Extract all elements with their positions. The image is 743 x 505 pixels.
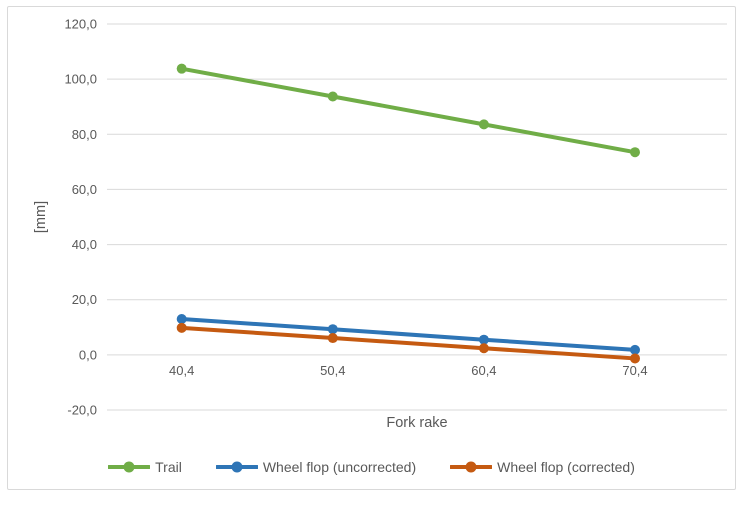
legend-label: Wheel flop (corrected) <box>497 459 635 475</box>
data-point-trail[interactable] <box>327 91 338 102</box>
legend-marker-wheel-flop-uncorrected <box>215 461 258 473</box>
legend-item-wheel-flop-uncorrected[interactable]: Wheel flop (uncorrected) <box>215 459 417 475</box>
y-tick-label: 0,0 <box>79 347 97 362</box>
data-point-trail[interactable] <box>176 63 187 74</box>
series-line-trail[interactable] <box>179 66 637 155</box>
data-point-wheel-flop-uncorrected[interactable] <box>478 334 489 345</box>
data-point-wheel-flop-corrected[interactable] <box>176 322 187 333</box>
chart-legend: Trail Wheel flop (uncorrected) Wheel flop … <box>0 454 743 480</box>
y-tick-label: 80,0 <box>72 127 97 142</box>
data-point-wheel-flop-uncorrected[interactable] <box>630 344 640 355</box>
data-point-wheel-flop-uncorrected[interactable] <box>327 324 338 335</box>
legend-item-trail[interactable]: Trail <box>108 459 182 475</box>
legend-item-wheel-flop-corrected[interactable]: Wheel flop (corrected) <box>450 459 635 475</box>
x-tick-label: 40,4 <box>169 363 194 378</box>
y-tick-label: 60,0 <box>72 182 97 197</box>
data-point-trail[interactable] <box>630 147 640 158</box>
y-axis-title: [mm] <box>33 200 49 234</box>
y-tick-label: 40,0 <box>72 237 97 252</box>
y-tick-label: -20,0 <box>67 403 97 418</box>
data-point-wheel-flop-corrected[interactable] <box>327 333 338 344</box>
x-tick-label: 60,4 <box>471 363 496 378</box>
data-point-wheel-flop-corrected[interactable] <box>630 353 640 364</box>
y-tick-label: 20,0 <box>72 292 97 307</box>
data-point-trail[interactable] <box>478 119 489 130</box>
y-tick-label: 120,0 <box>64 17 97 32</box>
legend-label: Wheel flop (uncorrected) <box>262 459 417 475</box>
data-point-wheel-flop-corrected[interactable] <box>478 343 489 354</box>
x-axis-title: Fork rake <box>386 415 448 431</box>
legend-marker-trail <box>108 461 151 473</box>
x-tick-label: 50,4 <box>320 363 345 378</box>
legend-label: Trail <box>155 459 182 475</box>
y-tick-label: 100,0 <box>64 72 97 87</box>
data-point-wheel-flop-uncorrected[interactable] <box>176 314 187 325</box>
series-line-wheel-flop-corrected[interactable] <box>179 325 637 361</box>
series-line-wheel-flop-uncorrected[interactable] <box>179 317 637 352</box>
chart-frame <box>7 6 736 490</box>
x-tick-label: 70,4 <box>622 363 647 378</box>
legend-marker-wheel-flop-corrected <box>450 461 493 473</box>
